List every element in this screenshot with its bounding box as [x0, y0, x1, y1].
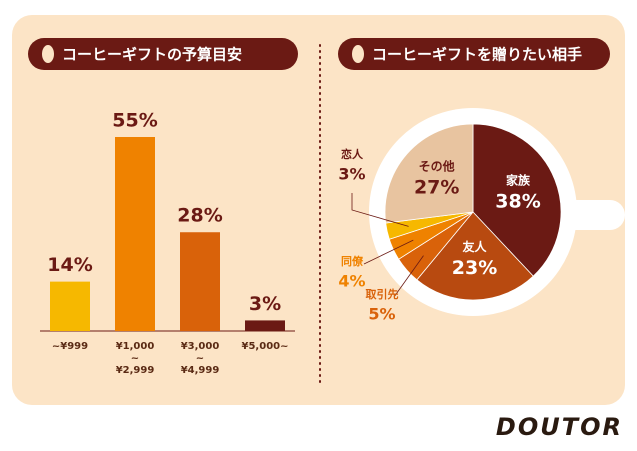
- bar: [50, 281, 90, 331]
- slice-label: 同僚: [341, 254, 364, 268]
- chart-title: コーヒーギフトの予算目安: [62, 46, 242, 64]
- slice-label: 家族: [506, 173, 531, 188]
- brand-logo: DOUTOR: [496, 413, 623, 441]
- x-tick-label: ~¥999: [51, 341, 89, 352]
- pie-slice: [384, 123, 474, 224]
- chart-title: コーヒーギフトを贈りたい相手: [372, 46, 582, 64]
- bar: [115, 137, 155, 331]
- value-label: 27%: [414, 176, 459, 198]
- leader-line: [363, 239, 414, 265]
- value-label: 3%: [249, 293, 281, 315]
- pie-slice: [472, 123, 562, 277]
- x-tick-label: ¥3,000 ~ ¥4,999: [180, 341, 220, 376]
- slice-label: 友人: [462, 239, 488, 254]
- title-pill: [338, 38, 610, 70]
- value-label: 5%: [368, 305, 395, 324]
- leader-line: [351, 193, 409, 227]
- value-label: 38%: [495, 191, 540, 213]
- bean-icon: [352, 45, 364, 63]
- value-label: 3%: [338, 165, 365, 184]
- slice-label: その他: [419, 158, 455, 173]
- value-label: 4%: [338, 272, 365, 291]
- value-label: 28%: [177, 205, 222, 227]
- pie-slice: [416, 211, 534, 301]
- value-label: 23%: [452, 257, 497, 279]
- bar: [245, 320, 285, 331]
- bean-icon: [42, 45, 54, 63]
- slice-label: 取引先: [366, 287, 399, 301]
- x-tick-label: ¥5,000~: [241, 341, 289, 352]
- bar: [180, 232, 220, 331]
- title-pill: [28, 38, 298, 70]
- slice-label: 恋人: [341, 147, 364, 161]
- leader-line: [393, 255, 424, 298]
- value-label: 55%: [112, 110, 157, 132]
- value-label: 14%: [47, 254, 92, 276]
- x-tick-label: ¥1,000 ~ ¥2,999: [115, 341, 155, 376]
